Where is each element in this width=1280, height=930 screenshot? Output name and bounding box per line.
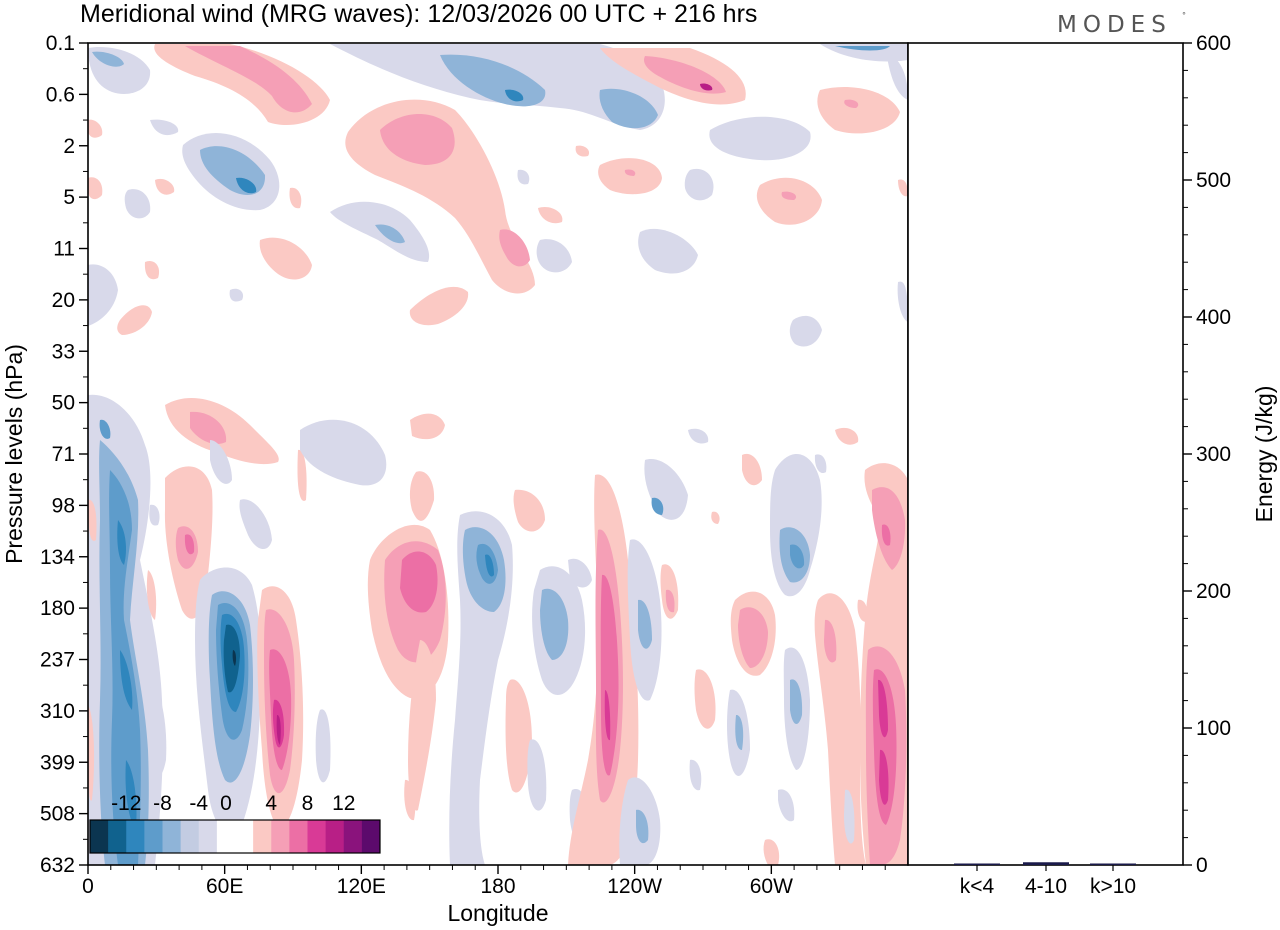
colorbar-label: -4 [189,792,208,815]
colorbar-label: 8 [302,792,314,815]
contour-plot [87,42,909,866]
upper-level-features [88,44,908,347]
longitude-tick-label: 120E [337,875,386,898]
colorbar-label: 12 [332,792,355,815]
colorbar: -12 -8 -4 0 4 8 12 [89,792,381,854]
pressure-tick-label: 180 [40,597,75,620]
pressure-tick-label: 98 [52,494,75,517]
energy-categories: k<4 4-10 k>10 [960,865,1136,898]
colorbar-swatch [271,820,290,853]
pressure-tick-label: 2 [63,135,75,158]
pressure-tick-label: 11 [53,238,75,261]
energy-tick-label: 300 [1196,443,1231,466]
contour-fills [88,44,908,865]
x-axis-label: Longitude [447,900,548,926]
longitude-tick-label: 120W [607,875,662,898]
colorbar-swatch [198,820,218,853]
energy-axis-label: Energy (J/kg) [1251,386,1277,523]
pressure-tick-label: 399 [40,751,75,774]
pressure-tick-label: 33 [52,340,75,363]
modes-logo: MODES [1057,12,1172,38]
energy-axis: 0 100 200 300 400 500 600 [1183,32,1231,877]
energy-panel-frame [907,42,1184,866]
colorbar-swatch [162,820,182,853]
pressure-tick-label: 0.1 [46,32,75,55]
pressure-tick-label: 5 [63,186,75,209]
colorbar-label: -8 [153,792,172,815]
colorbar-swatch [180,820,200,853]
colorbar-frame [89,819,381,854]
energy-category-label: 4-10 [1025,875,1067,898]
energy-tick-label: 400 [1196,306,1231,329]
colorbar-swatch [289,820,308,853]
pressure-tick-label: 71 [52,443,75,466]
pressure-tick-label: 134 [40,546,75,569]
logo-registered-mark: ° [1182,11,1186,20]
colorbar-swatch [253,820,272,853]
energy-tick-label: 600 [1196,32,1231,55]
colorbar-swatch [144,820,163,853]
longitude-axis: 0 60E 120E 180 120W 60W [82,865,886,898]
colorbar-label: 4 [265,792,277,815]
longitude-tick-label: 60E [206,875,243,898]
energy-tick-label: 500 [1196,169,1231,192]
colorbar-label: -12 [111,792,141,815]
pressure-tick-label: 632 [40,854,75,877]
pressure-tick-label: 508 [40,803,75,826]
colorbar-swatch [307,820,327,853]
energy-tick-label: 200 [1196,580,1231,603]
energy-tick-label: 0 [1196,854,1208,877]
colorbar-swatch [343,820,363,853]
pressure-tick-label: 50 [52,392,75,415]
colorbar-swatch [325,820,345,853]
colorbar-label: 0 [220,792,232,815]
energy-tick-label: 100 [1196,717,1231,740]
longitude-tick-label: 0 [82,875,94,898]
energy-bar [1090,863,1136,865]
pressure-tick-label: 0.6 [46,83,75,106]
chart-title: Meridional wind (MRG waves): 12/03/2026 … [80,0,757,28]
longitude-tick-label: 60W [750,875,793,898]
energy-bar [954,863,1000,865]
pressure-tick-label: 20 [52,289,75,312]
colorbar-swatch [126,820,145,853]
colorbar-swatch [90,820,109,853]
longitude-tick-label: 180 [480,875,515,898]
energy-bars [954,862,1136,865]
energy-bar [1023,862,1069,865]
energy-panel: 0 100 200 300 400 500 600 k<4 4-10 k>10 Energy (… [907,32,1277,898]
lower-level-features [88,394,908,865]
energy-category-label: k>10 [1090,875,1136,898]
pressure-axis: 0.1 0.6 2 5 11 20 33 50 71 98 134 180 237 310 399 508 63… [40,32,88,877]
y-axis-label: Pressure levels (hPa) [1,344,27,564]
energy-category-label: k<4 [960,875,995,898]
colorbar-swatch [108,820,127,853]
colorbar-swatch [216,820,236,853]
colorbar-swatch [235,820,254,853]
colorbar-swatch [361,820,381,853]
pressure-tick-label: 237 [40,649,75,672]
pressure-tick-label: 310 [40,700,75,723]
